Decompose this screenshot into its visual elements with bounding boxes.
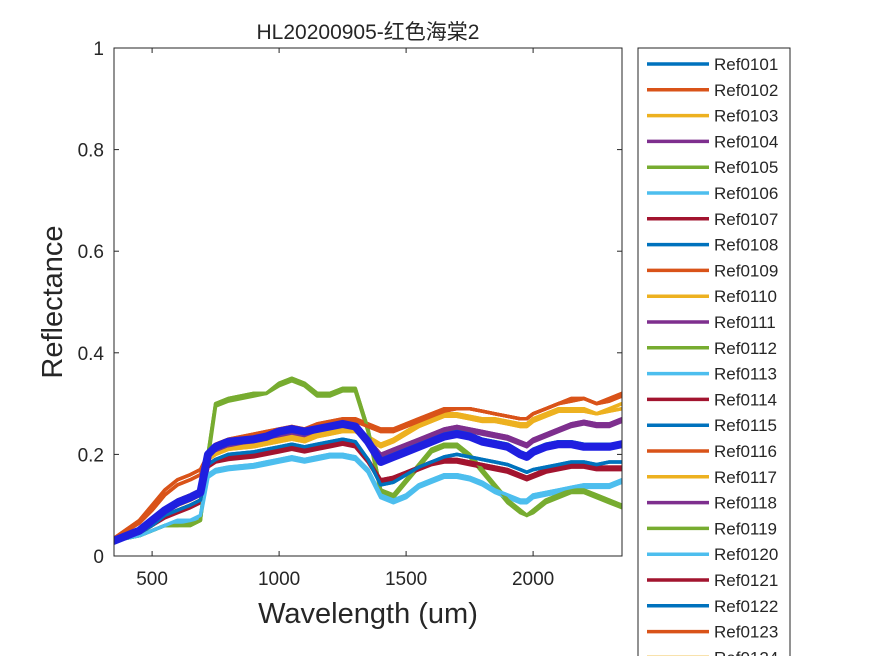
legend-label: Ref0105 bbox=[714, 158, 778, 177]
legend-label: Ref0117 bbox=[714, 468, 777, 487]
x-axis: 500 1000 1500 2000 bbox=[136, 48, 554, 590]
legend-items: Ref0101 Ref0102 Ref0103 Ref0104 Ref0105 Ref01… bbox=[647, 55, 778, 656]
legend-item-ref0113: Ref0113 bbox=[647, 365, 777, 384]
legend-item-ref0110: Ref0110 bbox=[647, 287, 777, 306]
y-tick-label: 0.6 bbox=[78, 242, 104, 263]
plot-frame bbox=[113, 47, 623, 557]
legend-item-ref0111: Ref0111 bbox=[647, 313, 776, 332]
legend-label: Ref0106 bbox=[714, 184, 778, 203]
series-line-ref0120 bbox=[114, 452, 622, 543]
legend-item-ref0104: Ref0104 bbox=[647, 132, 778, 151]
series-line-mean bbox=[114, 419, 622, 545]
legend-label: Ref0113 bbox=[714, 365, 777, 384]
x-axis-label: Wavelength (um) bbox=[258, 598, 478, 630]
y-tick-label: 0 bbox=[93, 547, 104, 568]
legend-label: Ref0101 bbox=[714, 55, 778, 74]
legend-item-ref0121: Ref0121 bbox=[647, 571, 778, 590]
legend-item-ref0109: Ref0109 bbox=[647, 261, 778, 280]
legend-item-ref0102: Ref0102 bbox=[647, 81, 778, 100]
legend-label: Ref0109 bbox=[714, 261, 778, 280]
legend-label: Ref0124 bbox=[714, 648, 778, 656]
y-axis-label: Reflectance bbox=[37, 225, 69, 378]
legend-item-ref0124: Ref0124 bbox=[647, 648, 778, 656]
legend-item-ref0101: Ref0101 bbox=[647, 55, 778, 74]
legend-label: Ref0104 bbox=[714, 132, 778, 151]
series-layer bbox=[114, 376, 622, 545]
legend-label: Ref0103 bbox=[714, 107, 778, 126]
legend-label: Ref0102 bbox=[714, 81, 778, 100]
x-tick-label: 2000 bbox=[512, 569, 554, 590]
legend-label: Ref0116 bbox=[714, 442, 777, 461]
legend-label: Ref0122 bbox=[714, 597, 778, 616]
legend-item-ref0115: Ref0115 bbox=[647, 416, 777, 435]
legend-label: Ref0110 bbox=[714, 287, 777, 306]
legend: Ref0101 Ref0102 Ref0103 Ref0104 Ref0105 Ref01… bbox=[637, 47, 791, 656]
chart-title: HL20200905-红色海棠2 bbox=[257, 21, 480, 44]
legend-item-ref0122: Ref0122 bbox=[647, 597, 778, 616]
legend-label: Ref0123 bbox=[714, 623, 778, 642]
legend-label: Ref0111 bbox=[714, 313, 776, 332]
legend-label: Ref0108 bbox=[714, 236, 778, 255]
x-tick-label: 1000 bbox=[258, 569, 300, 590]
legend-label: Ref0112 bbox=[714, 339, 777, 358]
legend-item-ref0117: Ref0117 bbox=[647, 468, 777, 487]
y-tick-label: 0.2 bbox=[78, 445, 104, 466]
y-tick-label: 0.8 bbox=[78, 141, 104, 162]
legend-label: Ref0120 bbox=[714, 545, 778, 564]
legend-label: Ref0119 bbox=[714, 519, 777, 538]
y-tick-label: 0.4 bbox=[78, 344, 105, 365]
legend-label: Ref0115 bbox=[714, 416, 777, 435]
legend-item-ref0108: Ref0108 bbox=[647, 236, 778, 255]
y-axis: 0 0.2 0.4 0.6 0.8 1 bbox=[78, 39, 622, 568]
legend-item-ref0106: Ref0106 bbox=[647, 184, 778, 203]
legend-item-ref0112: Ref0112 bbox=[647, 339, 777, 358]
legend-item-ref0107: Ref0107 bbox=[647, 210, 778, 229]
y-tick-label: 1 bbox=[93, 39, 104, 60]
x-tick-label: 500 bbox=[136, 569, 168, 590]
legend-label: Ref0118 bbox=[714, 494, 777, 513]
legend-item-ref0123: Ref0123 bbox=[647, 623, 778, 642]
legend-label: Ref0121 bbox=[714, 571, 778, 590]
legend-item-ref0120: Ref0120 bbox=[647, 545, 778, 564]
legend-item-ref0118: Ref0118 bbox=[647, 494, 777, 513]
legend-label: Ref0114 bbox=[714, 390, 777, 409]
legend-item-ref0114: Ref0114 bbox=[647, 390, 777, 409]
legend-item-ref0119: Ref0119 bbox=[647, 519, 777, 538]
legend-label: Ref0107 bbox=[714, 210, 778, 229]
legend-item-ref0116: Ref0116 bbox=[647, 442, 777, 461]
x-tick-label: 1500 bbox=[385, 569, 427, 590]
legend-item-ref0103: Ref0103 bbox=[647, 107, 778, 126]
legend-item-ref0105: Ref0105 bbox=[647, 158, 778, 177]
